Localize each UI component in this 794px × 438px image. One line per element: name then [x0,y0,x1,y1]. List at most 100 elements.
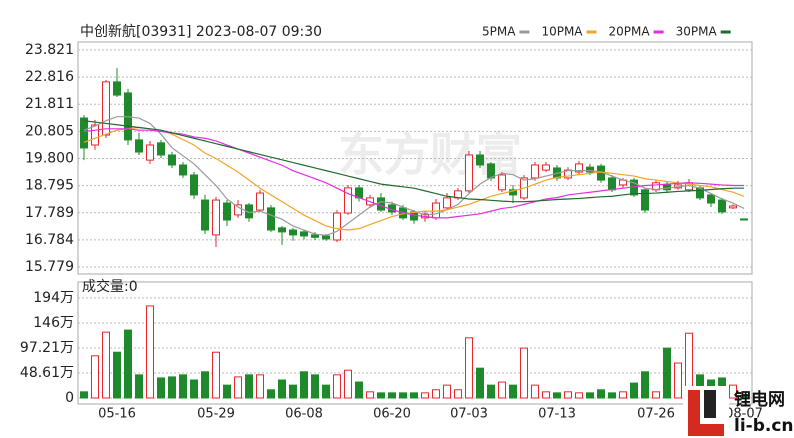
logo-site: li-b.cn [734,416,794,436]
volume-bar [289,384,297,399]
candle-body [377,197,385,211]
volume-bar [542,391,550,399]
y-tick-label: 15.779 [25,259,74,275]
volume-bar [454,389,462,399]
y-tick-label: 19.800 [25,151,74,167]
volume-bar [652,391,660,399]
ma-line [83,128,744,219]
volume-bar [234,376,242,399]
volume-bar [344,369,352,399]
legend-label: 30PMA [676,25,718,39]
candle-body [509,189,517,196]
volume-bar [520,347,528,399]
y-tick-label: 194万 [33,290,74,306]
volume-bar [410,392,418,399]
volume-bar [509,384,517,399]
logo: 锂电网 li-b.cn [683,386,794,438]
chart-title: 中创新航[03931] 2023-08-07 09:30 [80,24,322,40]
candle-body [333,212,341,241]
volume-bar [443,384,451,399]
volume-bar [586,392,594,399]
candle-body [322,235,330,240]
volume-bar [498,381,506,399]
volume-bar [366,391,374,399]
candle-body [168,154,176,166]
candle-body [256,192,264,211]
legend-label: 10PMA [541,25,583,39]
volume-bar [740,394,748,399]
volume-bar [102,331,110,399]
candle-body [157,142,165,156]
candle-body [718,199,726,213]
volume-bar [597,389,605,399]
candle-body [146,144,154,161]
volume-bar [223,384,231,399]
y-tick-label: 16.784 [25,232,74,248]
y-tick-label: 97.21万 [20,340,74,356]
candle-body [289,229,297,236]
volume-bar [278,379,286,399]
volume-bar [729,384,737,399]
x-tick-label: 07-03 [450,407,488,422]
candle-body [91,124,99,146]
candle-body [223,202,231,221]
candle-body [531,164,539,179]
legend: 5PMA 10PMA 20PMA 30PMA [482,25,731,39]
candle-body [465,154,473,192]
volume-bar [333,374,341,399]
legend-label: 5PMA [482,25,516,39]
candle-body [300,231,308,237]
y-tick-label: 18.795 [25,178,74,194]
volume-bar [256,374,264,399]
candle-body [575,163,583,173]
logo-name: 锂电网 [734,389,785,410]
volume-bar [212,351,220,399]
volume-bar [124,329,132,399]
y-tick-label: 17.789 [25,205,74,221]
volume-bar [157,377,165,399]
x-tick-label: 05-16 [98,407,136,422]
candle-body [487,163,495,179]
y-tick-label: 0 [65,390,74,406]
volume-bar [421,392,429,399]
candle-body [278,227,286,233]
volume-bar [377,392,385,399]
volume-bar [399,392,407,399]
x-tick-label: 07-13 [538,407,576,422]
candle-body [212,199,220,236]
candle-body [729,205,737,209]
volume-bar [630,382,638,399]
ma-line [83,126,745,231]
candle-body [80,117,88,149]
candle-body [102,81,110,136]
volume-bar [465,337,473,399]
volume-bar [432,389,440,399]
candle-body [443,197,451,209]
y-tick-label: 21.811 [25,96,74,112]
volume-bar [487,384,495,399]
volume-bar [619,391,627,399]
candle-body [201,199,209,231]
legend-label: 20PMA [609,25,651,39]
candle-body [267,207,275,231]
ma-line [83,116,745,237]
candle-body [179,164,187,176]
candle-body [135,139,143,153]
candle-body [234,204,242,216]
plot-area: 23.821 22.816 21.811 20.805 19.800 18.795 17.7… [20,42,763,422]
x-tick-label: 07-26 [637,407,675,422]
volume-bar [641,371,649,399]
candle-body [311,234,319,238]
y-tick-label: 146万 [33,315,74,331]
volume-title: 成交量:0 [82,278,138,295]
candle-body [740,218,748,221]
volume-bar [553,392,561,399]
candle-body [641,189,649,211]
candle-body [498,174,506,191]
candle-body [542,164,550,171]
volume-bar [322,384,330,399]
volume-bar [267,389,275,399]
volume-bar [355,381,363,399]
y-tick-label: 22.816 [25,69,74,85]
candle-body [608,177,616,191]
